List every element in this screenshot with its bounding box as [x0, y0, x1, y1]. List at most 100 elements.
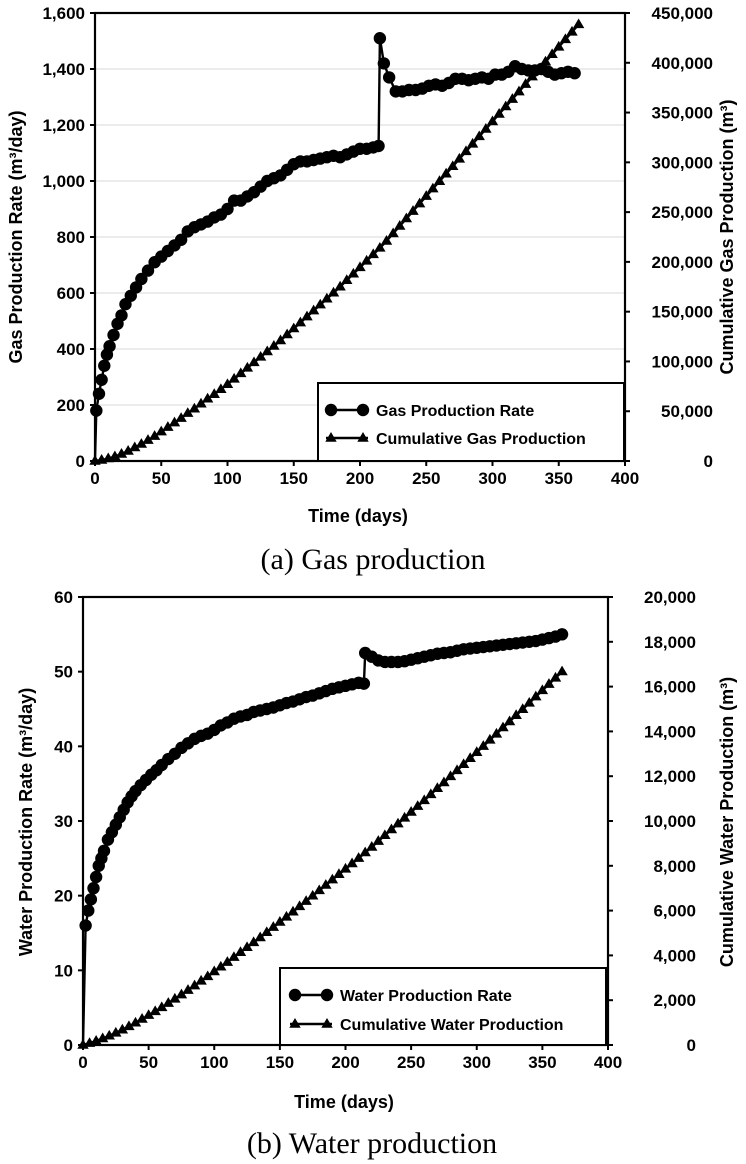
data-point: [359, 846, 371, 857]
data-point: [235, 367, 247, 378]
data-point: [334, 280, 346, 291]
data-point: [352, 852, 365, 862]
y-axis-title: Water Production Rate (m³/day): [16, 688, 36, 956]
x-tick-label: 250: [412, 469, 440, 488]
data-point: [444, 770, 457, 781]
y2-tick-label: 8,000: [653, 857, 696, 876]
x-tick-label: 200: [331, 1053, 359, 1072]
data-point: [523, 696, 535, 707]
legend-marker: [289, 1018, 301, 1028]
data-point: [241, 941, 253, 952]
data-point: [333, 868, 345, 879]
data-point: [195, 397, 207, 408]
data-point: [148, 430, 161, 440]
y-tick-label: 30: [54, 812, 73, 831]
data-point: [228, 372, 240, 383]
data-point: [109, 450, 121, 461]
data-point: [301, 310, 313, 321]
data-point: [503, 715, 516, 726]
legend-marker: [356, 403, 370, 417]
data-point: [248, 356, 260, 367]
data-point: [287, 905, 299, 916]
data-point: [208, 965, 220, 976]
data-point: [466, 137, 479, 148]
x-tick-label: 0: [78, 1053, 87, 1072]
data-point: [288, 322, 300, 333]
y2-tick-label: 150,000: [652, 303, 713, 322]
data-point: [447, 160, 459, 171]
data-point: [367, 248, 379, 259]
data-point: [228, 951, 240, 961]
data-point: [366, 840, 378, 851]
data-point: [407, 205, 419, 215]
data-point: [182, 984, 194, 994]
data-point: [405, 806, 417, 816]
data-point: [385, 823, 398, 834]
data-point: [526, 70, 538, 81]
data-point: [313, 884, 325, 895]
y2-axis-title: Cumulative Water Production (m³): [717, 677, 737, 967]
data-point: [215, 383, 227, 394]
legend-label: Cumulative Water Production: [340, 1017, 563, 1034]
data-point: [95, 373, 108, 386]
data-point: [559, 33, 572, 44]
data-point: [519, 78, 532, 88]
data-point: [513, 85, 525, 96]
legend-marker: [321, 1018, 333, 1028]
gas-production-chart: 0 50 100 150 200 250 300 350 400 0 200 400 600 800 1,0…: [6, 4, 737, 576]
data-point: [398, 811, 411, 822]
data-point: [90, 1034, 102, 1045]
data-point: [510, 709, 522, 719]
series-1: [77, 665, 568, 1049]
x-tick-label: 400: [594, 1053, 622, 1072]
data-point: [293, 900, 306, 911]
data-point: [142, 434, 154, 444]
data-point: [141, 264, 155, 277]
y-tick-label: 10: [54, 961, 73, 980]
x-tick-label: 200: [346, 469, 374, 488]
data-point: [413, 197, 426, 208]
y2-tick-label: 4,000: [653, 946, 696, 965]
data-point: [431, 782, 444, 793]
series-0: [90, 32, 581, 462]
data-point: [188, 402, 201, 413]
x-tick-label: 150: [280, 469, 308, 488]
y2-tick-label: 300,000: [652, 153, 713, 172]
data-point: [208, 388, 220, 399]
data-point: [533, 63, 545, 73]
data-point: [497, 721, 509, 732]
legend-label: Water Production Rate: [340, 988, 512, 1005]
y-tick-label: 1,200: [42, 116, 85, 135]
legend-marker: [357, 432, 369, 442]
data-point: [115, 309, 128, 322]
legend-box: [279, 967, 607, 1046]
data-point: [274, 916, 286, 926]
data-point: [539, 55, 552, 66]
data-point: [215, 960, 227, 971]
data-point: [175, 412, 187, 422]
y2-tick-label: 250,000: [652, 203, 713, 222]
data-point: [82, 904, 95, 917]
data-point: [129, 1016, 142, 1027]
data-point: [543, 678, 555, 688]
data-point: [90, 404, 103, 417]
data-point: [354, 261, 366, 272]
legend-box: [317, 382, 625, 462]
data-point: [97, 844, 111, 858]
data-point: [107, 328, 120, 342]
data-point: [188, 979, 201, 990]
y-tick-label: 1,600: [42, 4, 85, 23]
data-point: [142, 1009, 155, 1019]
data-point: [320, 879, 332, 889]
data-point: [471, 746, 483, 756]
data-point: [549, 671, 562, 682]
data-point: [490, 727, 503, 738]
data-point: [377, 57, 391, 70]
y-tick-label: 0: [64, 1036, 73, 1055]
data-point: [110, 1026, 122, 1037]
data-point: [280, 910, 293, 921]
data-point: [274, 334, 287, 345]
data-point: [457, 758, 470, 769]
y-tick-label: 40: [54, 737, 73, 756]
